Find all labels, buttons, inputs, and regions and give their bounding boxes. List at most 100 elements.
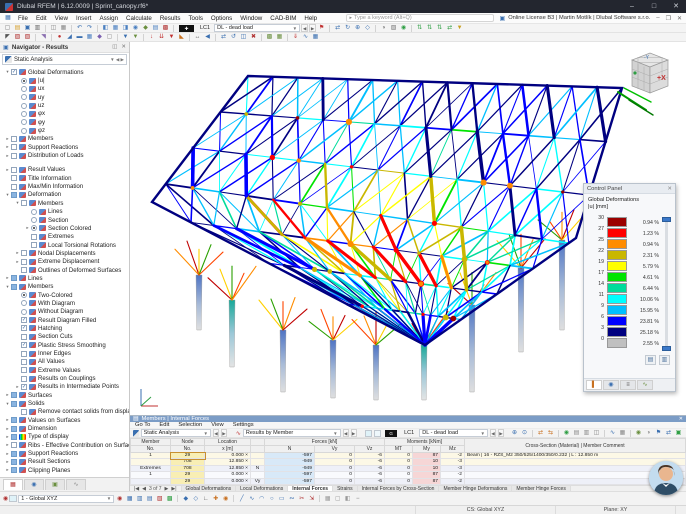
tree-radio[interactable] (21, 85, 27, 92)
tree-checkbox[interactable] (21, 333, 27, 340)
column-header[interactable] (250, 438, 265, 446)
tree-radio[interactable] (21, 308, 27, 315)
prev-load-case-button[interactable]: ◀ (301, 24, 309, 32)
tree-item-distribution-of-loads[interactable]: ▸ Distribution of Loads (2, 151, 129, 159)
expand-icon[interactable]: ▸ (6, 152, 9, 158)
tree-checkbox[interactable] (11, 450, 17, 457)
control-panel-close-icon[interactable]: ✕ (667, 185, 672, 192)
legend-color-box[interactable] (607, 305, 627, 315)
tree-item-clipping-planes[interactable]: ▸ Clipping Planes (2, 466, 129, 474)
table-copy-icon[interactable]: ◫ (593, 430, 600, 436)
model-view-icon[interactable]: ◉ (132, 25, 139, 31)
tree-checkbox[interactable] (21, 267, 27, 274)
render-mode-icon[interactable]: ◆ (143, 25, 148, 31)
result-tab-global-deformations[interactable]: Global Deformations (181, 486, 237, 493)
tree-checkbox[interactable] (11, 144, 17, 151)
prev-result-button[interactable]: ◀ (342, 429, 349, 437)
edit-mirror-icon[interactable]: ◫ (240, 34, 247, 40)
column-header[interactable]: No. (170, 445, 205, 453)
layers-icon[interactable]: ▧ (390, 25, 397, 31)
tree-item-values-on-surfaces[interactable]: ▸ Values on Surfaces (2, 416, 129, 424)
menu-insert[interactable]: Insert (75, 14, 92, 22)
column-header[interactable]: No. (130, 445, 171, 453)
coordinate-system-select[interactable]: 1 - Global XYZ ▼ (18, 494, 115, 503)
result-tab-member-hinge-forces[interactable]: Member Hinge Forces (512, 486, 571, 493)
new-icon[interactable]: ▢ (4, 25, 11, 31)
menu-assign[interactable]: Assign (99, 14, 119, 22)
tree-checkbox[interactable] (21, 350, 27, 357)
tree-checkbox[interactable] (21, 367, 27, 374)
tree-checkbox[interactable]: ✓ (21, 317, 27, 324)
result-display-icon[interactable]: ▼ (456, 25, 463, 31)
expand-icon[interactable]: ▸ (16, 250, 19, 256)
table-cell[interactable] (464, 477, 686, 486)
loads-on-icon[interactable]: ⇓ (292, 34, 299, 40)
next-lc-button[interactable]: ▶ (497, 429, 504, 437)
menu-calculate[interactable]: Calculate (126, 14, 152, 22)
table-menu-settings[interactable]: Settings (232, 422, 254, 428)
edit-rotate-icon[interactable]: ↺ (230, 34, 237, 40)
result-tab-strains[interactable]: Strains (333, 486, 358, 493)
snap-icon[interactable]: ◆ (183, 495, 189, 502)
tree-item-result-diagram-filled[interactable]: ✓ Result Diagram Filled (2, 316, 129, 324)
work-plane-xz-icon[interactable]: ▥ (136, 495, 143, 502)
tree-item-extreme-values[interactable]: Extreme Values (2, 366, 129, 374)
flag-icon[interactable]: ⚑ (318, 25, 325, 31)
tree-radio[interactable] (21, 292, 27, 299)
tree-item-plastic-stress-smoothing[interactable]: ✓ Plastic Stress Smoothing (2, 341, 129, 349)
control-panel-header[interactable]: Control Panel ✕ (584, 184, 675, 194)
tree-checkbox[interactable] (21, 258, 27, 265)
paste-icon[interactable]: ▦ (60, 25, 67, 31)
expand-icon[interactable]: ▸ (16, 383, 19, 389)
next-result-button[interactable]: ▶ (350, 429, 357, 437)
tree-item--z[interactable]: φz (2, 126, 129, 134)
tree-item-max-min-information[interactable]: Max/Min Information (2, 182, 129, 190)
tree-checkbox[interactable] (21, 408, 27, 415)
table-panel-close-icon[interactable]: ✕ (678, 416, 683, 422)
mdi-minimize-button[interactable]: – (656, 14, 660, 21)
save-icon[interactable]: ▣ (24, 25, 31, 31)
menu-cadbim[interactable]: CAD-BIM (270, 14, 297, 22)
expand-icon[interactable]: ▸ (6, 458, 9, 464)
expand-icon[interactable]: ▸ (6, 417, 9, 423)
print-icon[interactable]: ▥ (34, 25, 41, 31)
tree-checkbox[interactable] (11, 191, 17, 198)
table-export-icon[interactable]: ▤ (573, 430, 580, 436)
load-case-select[interactable]: DL - dead load ▼ (214, 24, 301, 32)
tree-item-lines[interactable]: ▸ Lines (2, 274, 129, 282)
prev-page-icon[interactable]: ◀ (142, 486, 147, 493)
grid-icon[interactable]: ▩ (166, 495, 173, 502)
tree-checkbox[interactable]: ✓ (21, 383, 27, 390)
tree-checkbox[interactable] (11, 166, 17, 173)
mesh-icon[interactable]: ▩ (266, 34, 273, 40)
grid-view-icon[interactable]: ▦ (619, 430, 626, 436)
table-cell[interactable] (130, 477, 171, 486)
tree-item-outlines-of-deformed-surfaces[interactable]: Outlines of Deformed Surfaces (2, 266, 129, 274)
tree-item-members[interactable]: ▾ Members (2, 283, 129, 291)
plane-offset-icon[interactable]: ▧ (156, 495, 163, 502)
tree-checkbox[interactable]: ✓ (21, 342, 27, 349)
legend-color-box[interactable] (607, 316, 627, 326)
expand-icon[interactable]: ▸ (6, 392, 9, 398)
relations-icon[interactable]: ⇄ (665, 430, 671, 436)
tree-checkbox[interactable] (21, 375, 27, 382)
tree-item-two-colored[interactable]: Two-Colored (2, 291, 129, 299)
legend-color-box[interactable] (607, 327, 627, 337)
next-page-icon[interactable]: ▶ (164, 486, 169, 493)
first-page-icon[interactable]: |◀ (134, 486, 140, 493)
tree-item-support-reactions[interactable]: ▸ Support Reactions (2, 449, 129, 457)
table-menu-edit[interactable]: Edit (159, 422, 170, 428)
cartesian-icon[interactable]: ✚ (213, 495, 219, 502)
tree-item-ux[interactable]: ux (2, 85, 129, 93)
settings-1-icon[interactable]: ◉ (635, 430, 642, 436)
expand-icon[interactable]: ▸ (6, 450, 9, 456)
collapse-icon[interactable]: ▾ (16, 200, 19, 206)
mdi-restore-button[interactable]: ❐ (665, 15, 671, 22)
select-all-icon[interactable]: ▦ (324, 495, 331, 502)
next-analysis-button[interactable]: ▶ (220, 429, 227, 437)
expand-icon[interactable]: ▸ (16, 258, 19, 264)
tree-item-title-information[interactable]: Title Information (2, 174, 129, 182)
table-load-case-select[interactable]: DL - dead load ▼ (419, 429, 488, 437)
edit-delete-icon[interactable]: ✖ (250, 34, 257, 40)
tree-checkbox[interactable] (11, 400, 17, 407)
